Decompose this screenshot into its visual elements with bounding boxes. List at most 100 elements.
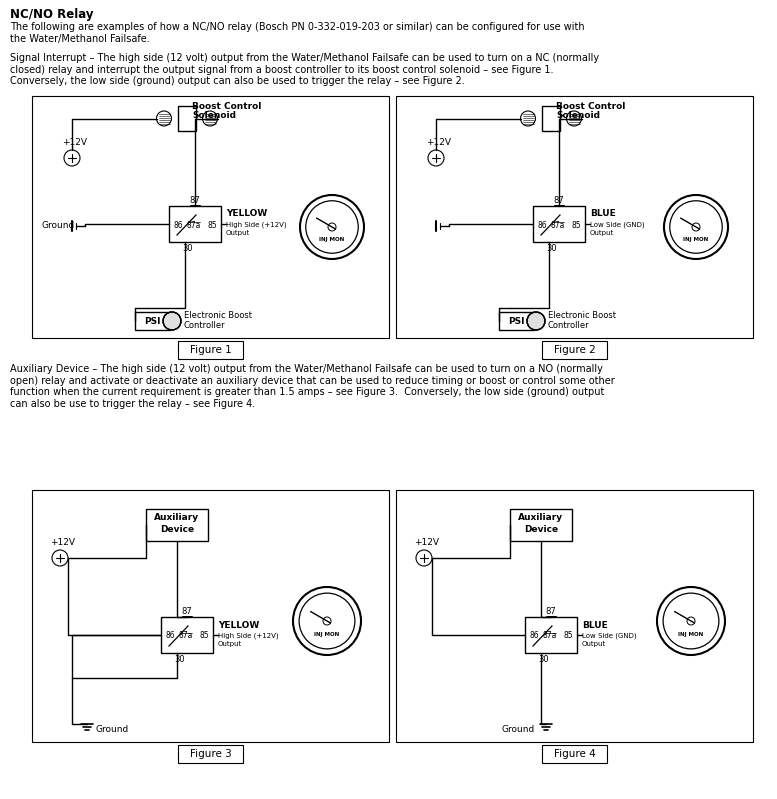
Text: YELLOW: YELLOW [218,621,260,630]
Circle shape [663,593,719,649]
Circle shape [416,550,432,566]
Text: Output: Output [226,230,250,236]
Text: PSI: PSI [145,316,161,325]
Text: High Side (+12V): High Side (+12V) [218,633,279,639]
Text: Figure 1: Figure 1 [190,345,232,355]
Text: 87a: 87a [179,631,193,641]
Text: Solenoid: Solenoid [556,111,600,120]
Bar [396,96,753,338]
Text: BLUE: BLUE [590,209,615,218]
Circle shape [670,201,723,253]
Text: INJ MON: INJ MON [678,632,704,637]
Text: Figure 2: Figure 2 [554,345,595,355]
Text: Controller: Controller [548,321,590,331]
Circle shape [52,550,68,566]
Text: INJ MON: INJ MON [319,237,345,242]
Text: Device: Device [160,526,194,535]
Text: 86: 86 [173,221,183,229]
Text: 86: 86 [529,631,538,641]
Circle shape [306,201,358,253]
Bar [178,745,243,763]
Circle shape [428,150,444,166]
Text: Ground: Ground [501,725,535,734]
Text: Auxiliary: Auxiliary [155,514,200,523]
Text: Device: Device [524,526,558,535]
Bar [542,745,607,763]
Text: 85: 85 [563,631,573,641]
Text: Figure 4: Figure 4 [554,749,595,759]
Bar [542,106,560,131]
Circle shape [521,111,535,126]
Text: Electronic Boost: Electronic Boost [184,311,252,320]
Text: 87a: 87a [186,221,201,229]
Circle shape [300,195,364,259]
Circle shape [323,617,331,625]
Text: 87a: 87a [551,221,565,229]
Bar [510,509,572,541]
Text: +12V: +12V [62,138,87,147]
Text: 87: 87 [545,607,556,616]
Text: 30: 30 [174,655,185,664]
Circle shape [203,111,218,126]
Text: Electronic Boost: Electronic Boost [548,311,616,320]
Text: Solenoid: Solenoid [192,111,236,120]
Text: INJ MON: INJ MON [684,237,709,242]
Text: 87a: 87a [543,631,557,641]
Text: Output: Output [218,641,242,647]
Text: 86: 86 [537,221,547,229]
Bar [542,341,607,359]
Bar [161,617,213,653]
Circle shape [328,223,336,231]
Text: INJ MON: INJ MON [315,632,340,637]
Text: High Side (+12V): High Side (+12V) [226,222,287,229]
Text: Boost Control: Boost Control [556,102,625,111]
Text: NC/NO Relay: NC/NO Relay [10,8,93,21]
Text: +12V: +12V [50,538,75,547]
Circle shape [664,195,728,259]
Text: 87: 87 [182,607,193,616]
Circle shape [163,312,181,330]
Text: Auxiliary: Auxiliary [518,514,563,523]
Text: 85: 85 [200,631,209,641]
Text: 86: 86 [165,631,175,641]
Text: Output: Output [582,641,606,647]
Text: 30: 30 [538,655,549,664]
Text: Controller: Controller [184,321,225,331]
Text: Output: Output [590,230,615,236]
Circle shape [687,617,695,625]
Circle shape [64,150,80,166]
Text: 85: 85 [207,221,217,229]
Text: Signal Interrupt – The high side (12 volt) output from the Water/Methanol Failsa: Signal Interrupt – The high side (12 vol… [10,53,599,86]
Text: BLUE: BLUE [582,621,608,630]
Circle shape [692,223,700,231]
Circle shape [156,111,172,126]
Text: 30: 30 [182,244,193,253]
Circle shape [293,587,361,655]
Text: 87: 87 [554,196,564,205]
Text: 85: 85 [571,221,581,229]
Bar [499,312,534,330]
Text: Boost Control: Boost Control [192,102,261,111]
Text: Figure 3: Figure 3 [190,749,232,759]
Bar [178,106,196,131]
Bar [146,509,208,541]
Text: YELLOW: YELLOW [226,209,267,218]
Text: PSI: PSI [508,316,524,325]
Text: Ground: Ground [95,725,128,734]
Bar [135,312,170,330]
Bar [178,341,243,359]
Circle shape [657,587,725,655]
Text: 87: 87 [190,196,200,205]
Text: Auxiliary Device – The high side (12 volt) output from the Water/Methanol Failsa: Auxiliary Device – The high side (12 vol… [10,364,615,409]
Text: Ground: Ground [42,221,75,230]
Circle shape [566,111,581,126]
Text: +12V: +12V [426,138,451,147]
Bar [32,490,389,742]
Bar [396,490,753,742]
Bar [169,206,221,242]
Bar [533,206,585,242]
Text: The following are examples of how a NC/NO relay (Bosch PN 0-332-019-203 or simil: The following are examples of how a NC/N… [10,22,584,44]
Text: Low Side (GND): Low Side (GND) [582,633,636,639]
Text: Low Side (GND): Low Side (GND) [590,222,645,229]
Bar [32,96,389,338]
